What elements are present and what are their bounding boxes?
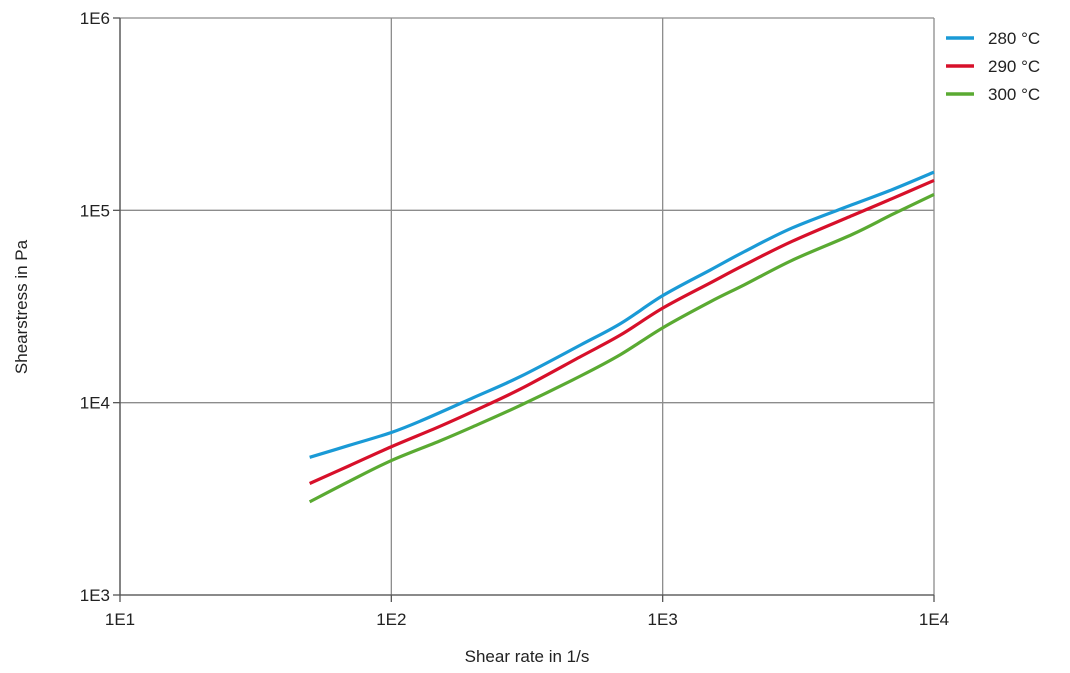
legend-label: 290 °C [988, 57, 1040, 76]
y-tick-label: 1E6 [80, 9, 110, 28]
series-line-1 [308, 178, 935, 485]
y-tick-label: 1E5 [80, 201, 110, 220]
y-tick-labels: 1E3 1E4 1E5 1E6 [80, 9, 110, 605]
x-tick-label: 1E1 [105, 610, 135, 629]
x-tick-label: 1E3 [648, 610, 678, 629]
legend: 280 °C 290 °C 300 °C [946, 29, 1040, 104]
x-tick-label: 1E4 [919, 610, 949, 629]
y-axis-label: Shearstress in Pa [12, 239, 31, 374]
x-tick-labels: 1E1 1E2 1E3 1E4 [105, 610, 949, 629]
legend-label: 280 °C [988, 29, 1040, 48]
grid [119, 17, 935, 596]
series-line-0 [309, 170, 935, 459]
axes [113, 17, 935, 602]
x-axis-label: Shear rate in 1/s [465, 647, 590, 666]
data-series [308, 170, 935, 504]
y-tick-label: 1E3 [80, 586, 110, 605]
y-tick-label: 1E4 [80, 394, 110, 413]
legend-label: 300 °C [988, 85, 1040, 104]
series-line-2 [308, 192, 935, 504]
x-tick-label: 1E2 [376, 610, 406, 629]
